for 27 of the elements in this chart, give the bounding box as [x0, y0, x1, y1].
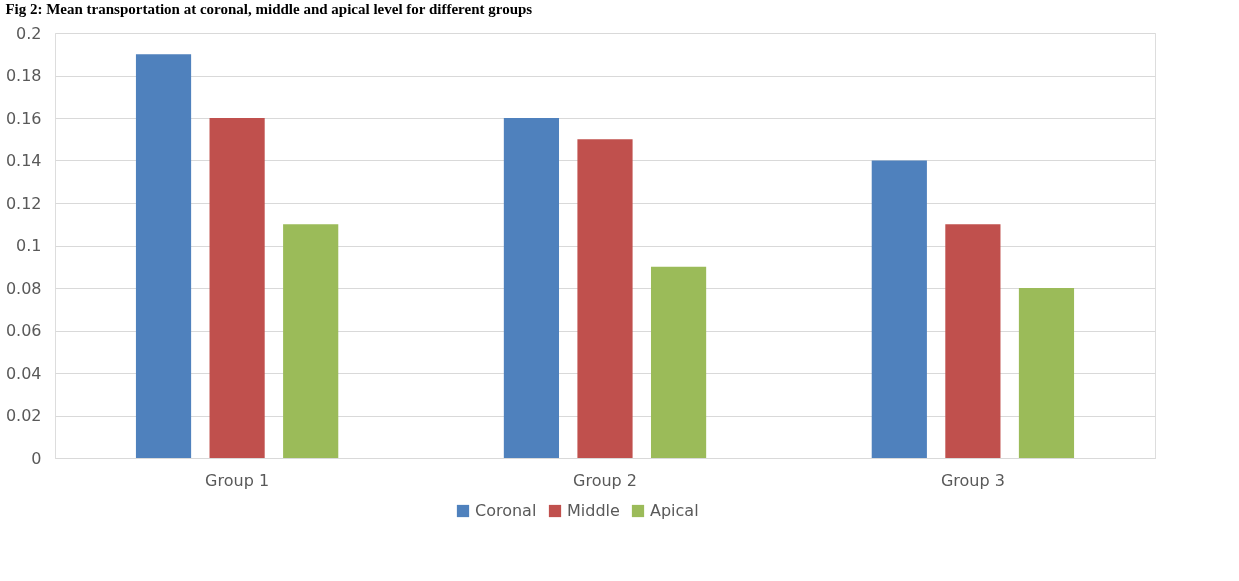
x-tick-label: Group 3	[940, 470, 1005, 490]
y-tick-label: 0.08	[5, 278, 42, 298]
y-tick-label: 0.14	[5, 151, 42, 170]
bar	[503, 118, 560, 458]
bar	[945, 224, 1001, 458]
bar	[871, 160, 927, 458]
y-tick-label: 0.1	[16, 236, 42, 255]
y-tick-label: 0.16	[5, 108, 42, 128]
y-tick-label: 0	[31, 448, 42, 468]
legend-label: Middle	[567, 501, 620, 520]
x-tick-label: Group 1	[205, 470, 270, 490]
y-tick-label: 0.18	[5, 66, 42, 85]
y-tick-label: 0.02	[5, 406, 42, 425]
bar	[1018, 288, 1075, 458]
y-tick-label: 0.06	[5, 321, 42, 340]
bar	[135, 54, 192, 458]
bar	[209, 118, 265, 458]
bar	[577, 139, 633, 458]
bar	[650, 266, 707, 458]
y-tick-label: 0.12	[5, 193, 42, 213]
y-tick-label: 0.2	[16, 23, 42, 43]
chart-title: Fig 2: Mean transportation at coronal, middle and apical level for different groups	[5, 1, 533, 17]
x-tick-label: Group 2	[573, 470, 637, 490]
legend-label: Coronal	[475, 501, 537, 520]
y-tick-label: 0.04	[5, 363, 42, 383]
bar	[283, 224, 339, 458]
legend-label: Apical	[650, 501, 699, 520]
